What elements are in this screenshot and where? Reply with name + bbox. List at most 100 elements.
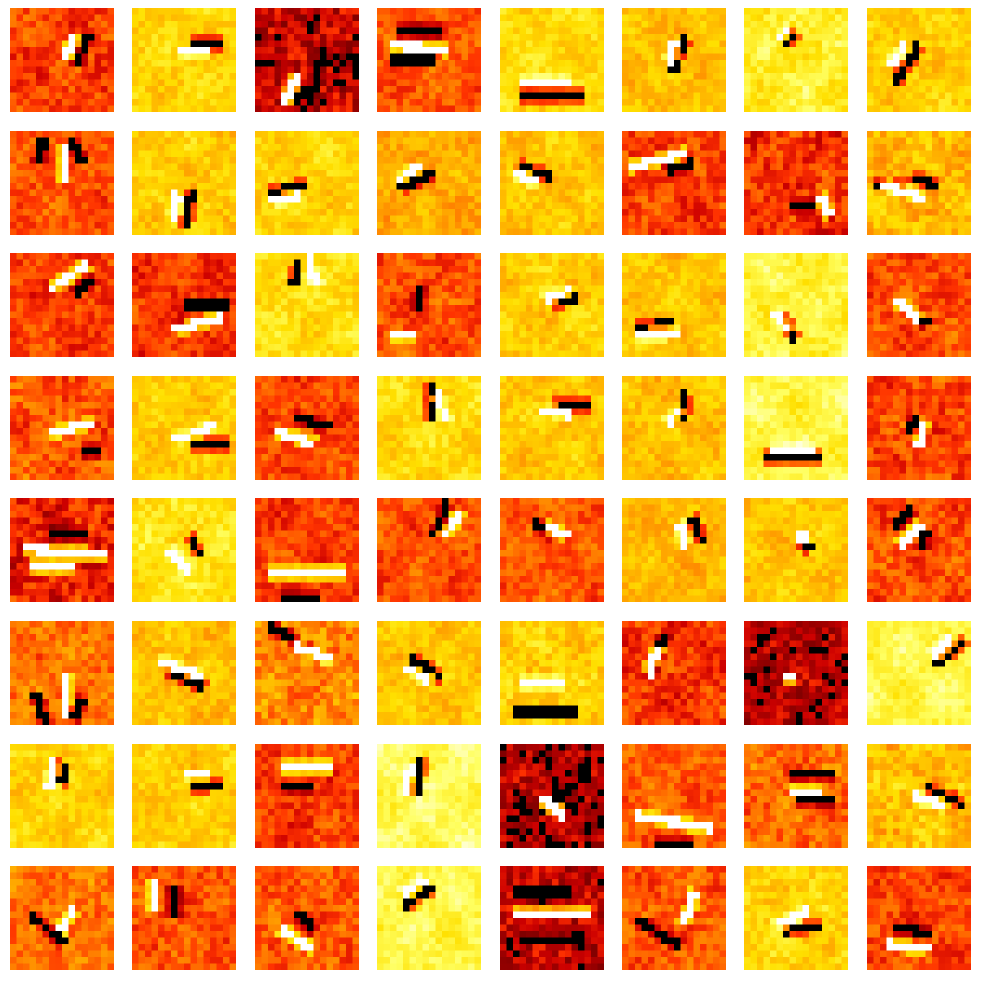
filter-tile [377, 866, 482, 971]
filter-tile [132, 130, 237, 235]
filter-tile [254, 866, 359, 971]
filter-tile [132, 8, 237, 112]
filter-image [622, 253, 726, 358]
filter-image [10, 743, 114, 848]
filter-tile [499, 375, 604, 480]
filter-tile [744, 866, 849, 971]
filter-tile [377, 498, 482, 603]
filter-tile [132, 375, 237, 480]
filter-image [254, 866, 359, 971]
filter-image [744, 130, 849, 235]
filter-image [10, 866, 114, 971]
filter-tile [10, 253, 114, 358]
filter-tile [499, 866, 604, 971]
filter-image [132, 375, 237, 480]
filter-image [622, 130, 726, 235]
filter-image [10, 498, 114, 603]
filter-image [377, 621, 482, 725]
filter-image [132, 743, 237, 848]
filter-image [10, 8, 114, 112]
filter-tile [132, 253, 237, 358]
filter-tile [866, 743, 971, 848]
filter-tile [10, 743, 114, 848]
filter-tile [866, 866, 971, 971]
filter-tile [377, 130, 482, 235]
filter-image [132, 866, 237, 971]
filter-image [866, 375, 971, 480]
filter-image [866, 253, 971, 358]
filter-image [254, 130, 359, 235]
filter-image [499, 253, 604, 358]
filter-image [866, 130, 971, 235]
filter-tile [132, 743, 237, 848]
filter-tile [499, 253, 604, 358]
filter-image [866, 8, 971, 112]
filter-tile [377, 253, 482, 358]
filter-image [254, 8, 359, 112]
filter-tile [132, 866, 237, 971]
filter-tile [377, 621, 482, 725]
filter-tile [866, 8, 971, 112]
filter-image [499, 621, 604, 725]
filter-tile [132, 621, 237, 725]
filter-image [254, 375, 359, 480]
filter-tile [622, 498, 726, 603]
filter-image [10, 130, 114, 235]
filter-tile [744, 498, 849, 603]
filter-image [744, 8, 849, 112]
filter-tile [254, 130, 359, 235]
filter-tile [744, 743, 849, 848]
filter-tile [10, 621, 114, 725]
filter-image [622, 743, 726, 848]
filter-image [744, 375, 849, 480]
filter-image [377, 375, 482, 480]
filter-image [10, 621, 114, 725]
filter-tile [10, 375, 114, 480]
filter-tile [622, 8, 726, 112]
filter-tile [10, 130, 114, 235]
filter-image [254, 621, 359, 725]
filter-tile [866, 621, 971, 725]
filter-image [132, 621, 237, 725]
filter-image [622, 498, 726, 603]
filter-tile [377, 743, 482, 848]
filter-image [499, 743, 604, 848]
filter-tile [377, 8, 482, 112]
filter-tile [254, 8, 359, 112]
filter-tile [499, 8, 604, 112]
filter-tile [254, 375, 359, 480]
filter-tile [132, 498, 237, 603]
filter-image [254, 743, 359, 848]
filter-image [499, 866, 604, 971]
filter-tile [254, 253, 359, 358]
filter-tile [10, 866, 114, 971]
filter-tile [10, 498, 114, 603]
filter-image [744, 621, 849, 725]
filter-tile [622, 375, 726, 480]
filter-image [132, 253, 237, 358]
filter-tile [622, 621, 726, 725]
filter-image [10, 253, 114, 358]
filter-image [499, 130, 604, 235]
filter-image [132, 130, 237, 235]
filter-image [744, 498, 849, 603]
filter-image [622, 866, 726, 971]
filter-tile [866, 498, 971, 603]
filter-image [10, 375, 114, 480]
filter-image [377, 130, 482, 235]
filter-tile [254, 743, 359, 848]
filter-tile [254, 621, 359, 725]
filter-tile [622, 866, 726, 971]
filter-image [377, 743, 482, 848]
filter-tile [622, 130, 726, 235]
filter-tile [10, 8, 114, 112]
filter-tile [866, 375, 971, 480]
filter-image [744, 253, 849, 358]
filter-tile [622, 743, 726, 848]
filter-image [132, 8, 237, 112]
filter-image [866, 866, 971, 971]
filter-tile [499, 621, 604, 725]
filter-tile [866, 130, 971, 235]
filter-image [254, 253, 359, 358]
